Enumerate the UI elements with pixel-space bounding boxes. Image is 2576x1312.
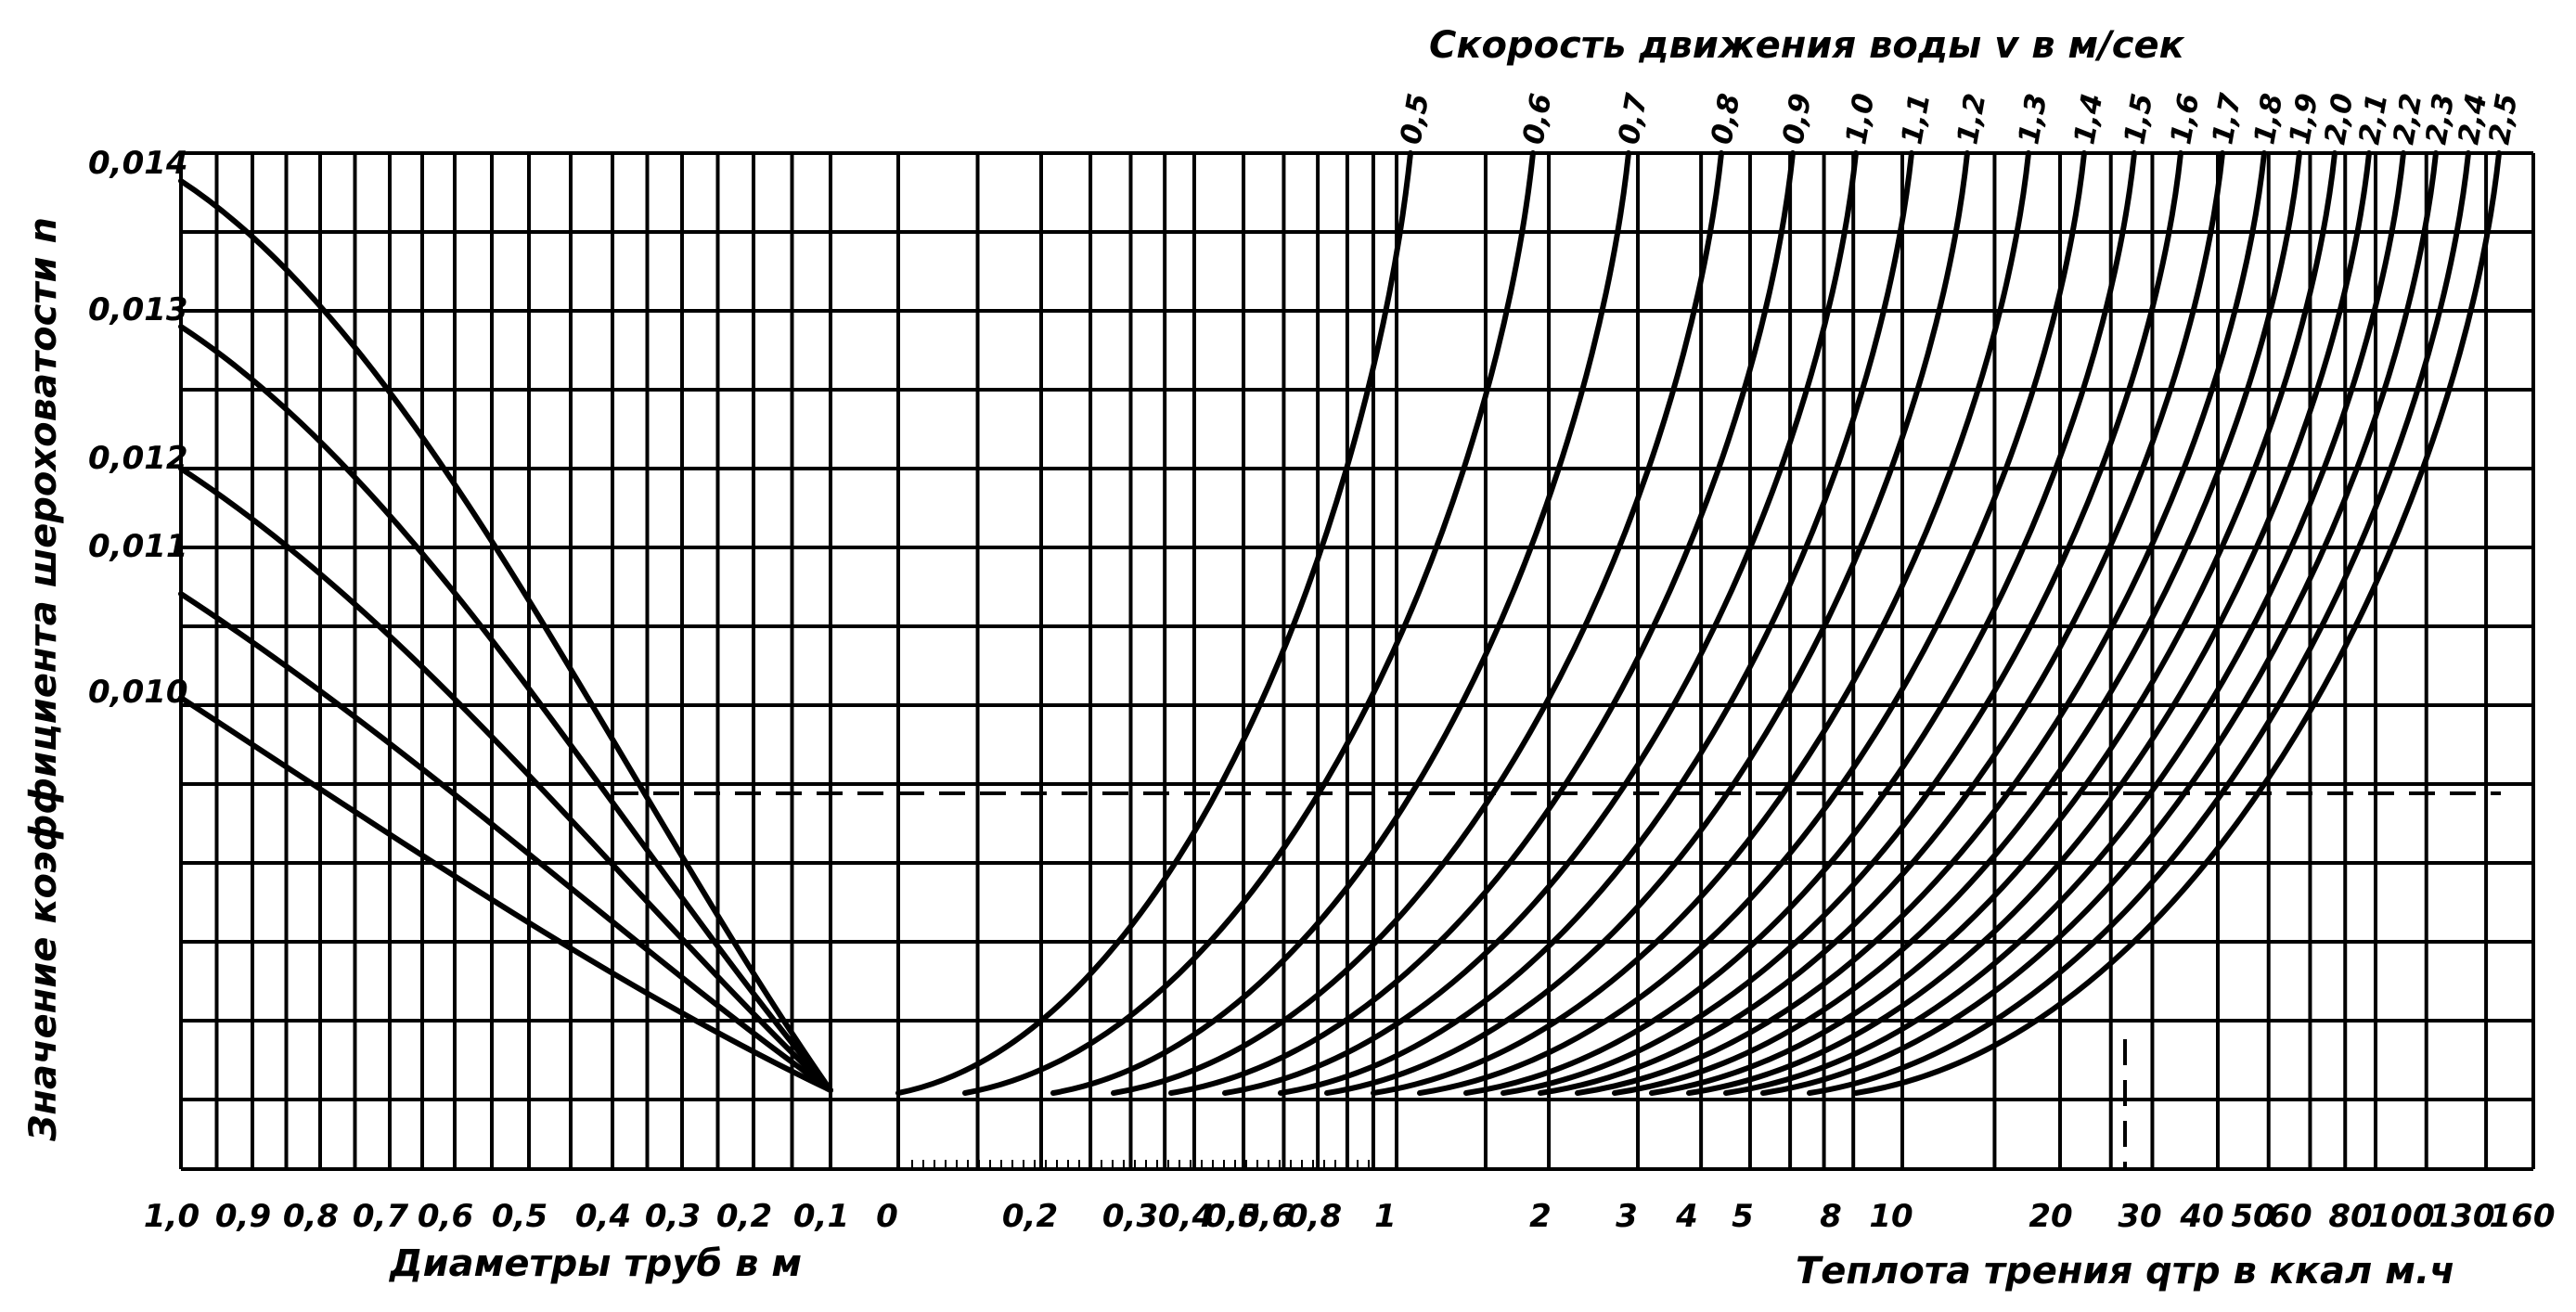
diameter-tick-label: 0,2 — [716, 1198, 772, 1235]
heat-tick-label: 0,2 — [1002, 1198, 1058, 1235]
velocity-label: 1,1 — [1895, 91, 1937, 147]
velocity-curve — [1222, 150, 1859, 1096]
velocity-curve — [1853, 150, 2502, 1096]
chart-title: Скорость движения воды v в м/сек — [1429, 24, 2185, 67]
heat-tick-label: 8 — [1820, 1198, 1842, 1235]
velocity-curve — [1463, 150, 2137, 1096]
heat-tick-label: 4 — [1675, 1198, 1698, 1235]
roughness-curve — [178, 466, 833, 1093]
velocity-label: 1,3 — [2012, 91, 2054, 147]
velocity-curve — [1575, 150, 2267, 1096]
heat-tick-label: 100 — [2369, 1198, 2435, 1235]
velocity-curve — [1501, 150, 2183, 1096]
heat-tick-label: 130 — [2429, 1198, 2495, 1235]
velocity-curve — [1760, 150, 2439, 1096]
left-x-axis-label: Диаметры труб в м — [388, 1242, 802, 1285]
heat-tick-label: 50 — [2231, 1198, 2274, 1235]
heat-tick-label: 0,8 — [1286, 1198, 1342, 1235]
diameter-tick-label: 0,6 — [418, 1198, 473, 1235]
velocity-curve — [1050, 150, 1631, 1096]
velocity-label: 0,5 — [1394, 91, 1436, 147]
velocity-curve — [1111, 150, 1724, 1096]
heat-tick-label: 80 — [2328, 1198, 2372, 1235]
velocity-label: 0,9 — [1776, 91, 1818, 147]
heat-tick-label: 3 — [1616, 1198, 1638, 1235]
heat-tick-label: 0,4 — [1158, 1198, 1214, 1235]
diameter-tick-label: 0,1 — [793, 1198, 849, 1235]
heat-tick-label: 2 — [1529, 1198, 1552, 1235]
velocity-label: 0,8 — [1705, 91, 1746, 147]
velocity-curve — [1324, 150, 1970, 1096]
y-tick-label: 0,013 — [88, 291, 188, 328]
velocity-label: 1,6 — [2164, 91, 2206, 147]
velocity-curve — [1417, 150, 2087, 1096]
heat-tick-label: 160 — [2490, 1198, 2556, 1235]
roughness-curve — [178, 695, 833, 1093]
heat-tick-label: 1 — [1374, 1198, 1397, 1235]
velocity-curve — [1723, 150, 2406, 1096]
heat-tick-label: 0,6 — [1238, 1198, 1294, 1235]
labels: Скорость движения воды v в м/сек Значени… — [22, 24, 2555, 1293]
velocity-label: 0,6 — [1516, 91, 1558, 147]
velocity-label: 1,0 — [1839, 91, 1881, 147]
velocity-curve — [1686, 150, 2372, 1096]
diameter-tick-label: 0,5 — [492, 1198, 547, 1235]
velocity-label: 1,2 — [1951, 91, 1992, 147]
diameter-tick-label: 0,9 — [215, 1198, 271, 1235]
diameter-tick-label: 1,0 — [144, 1198, 200, 1235]
roughness-curve — [178, 178, 833, 1093]
velocity-label: 1,4 — [2067, 91, 2109, 147]
velocity-curve — [1168, 150, 1796, 1096]
velocity-curve — [1649, 150, 2338, 1096]
velocity-curve — [1371, 150, 2031, 1096]
right-x-axis-label: Теплота трения qтр в ккал м.ч — [1796, 1250, 2455, 1293]
y-tick-label: 0,014 — [88, 145, 188, 182]
heat-tick-label: 0 — [876, 1198, 898, 1235]
y-tick-label: 0,010 — [88, 674, 188, 711]
velocity-curve — [1612, 150, 2302, 1096]
velocity-label: 0,7 — [1612, 91, 1654, 148]
heat-tick-label: 0,5 — [1204, 1198, 1260, 1235]
velocity-label: 1,5 — [2118, 91, 2159, 147]
velocity-curve — [1538, 150, 2225, 1096]
heat-tick-label: 0,3 — [1102, 1198, 1158, 1235]
velocity-curve — [1807, 150, 2471, 1096]
y-axis-label: Значение коэффициента шероховатости n — [22, 217, 65, 1142]
heat-tick-label: 30 — [2118, 1198, 2161, 1235]
heat-tick-label: 5 — [1732, 1198, 1754, 1235]
velocity-label: 1,7 — [2206, 91, 2248, 148]
heat-tick-label: 20 — [2029, 1198, 2072, 1235]
grid — [179, 151, 2535, 1171]
velocity-curve — [962, 150, 1536, 1096]
velocity-curve — [1278, 150, 1914, 1096]
roughness-curve — [178, 591, 833, 1093]
curves — [178, 150, 2502, 1169]
heat-tick-label: 40 — [2179, 1198, 2223, 1235]
diameter-tick-label: 0,7 — [353, 1198, 409, 1235]
diameter-tick-label: 0,8 — [283, 1198, 339, 1235]
velocity-curve — [895, 150, 1413, 1096]
heat-tick-label: 60 — [2268, 1198, 2312, 1235]
heat-tick-label: 10 — [1869, 1198, 1913, 1235]
y-tick-label: 0,011 — [88, 528, 188, 565]
y-tick-label: 0,012 — [88, 440, 188, 477]
diameter-tick-label: 0,4 — [575, 1198, 631, 1235]
roughness-curve — [178, 324, 833, 1093]
diameter-tick-label: 0,3 — [645, 1198, 701, 1235]
